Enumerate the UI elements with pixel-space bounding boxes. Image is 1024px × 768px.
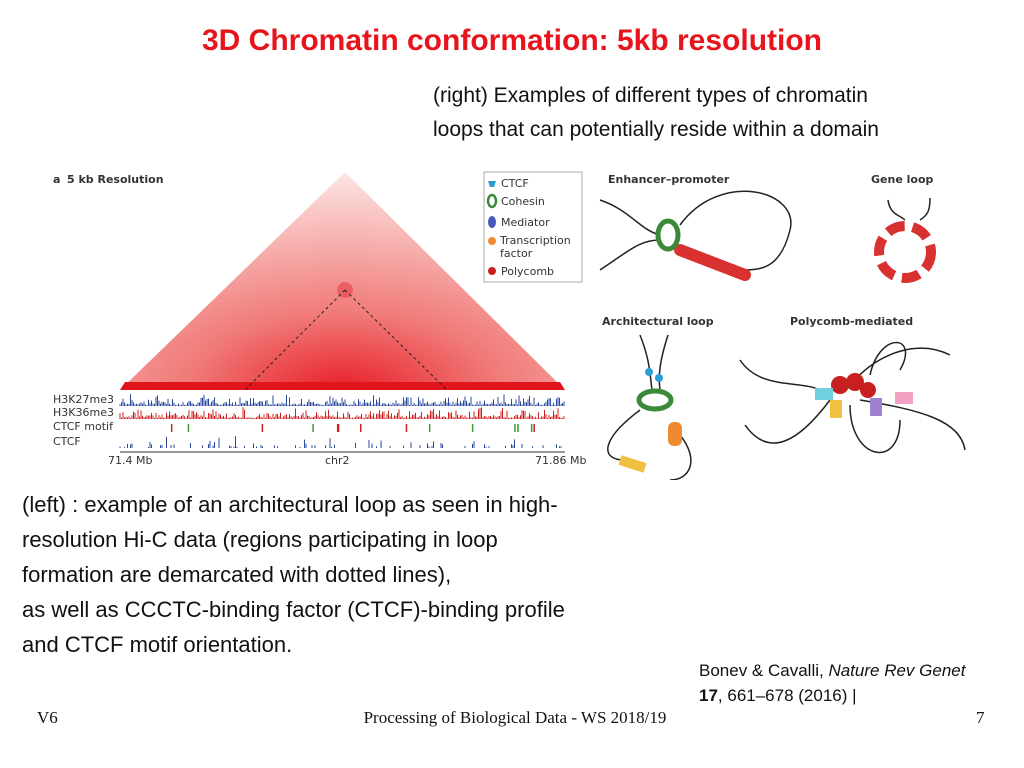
title: 3D Chromatin conformation: 5kb resolutio… [201,24,823,57]
icon-tf [488,237,496,245]
polycomb-cluster [815,373,913,418]
caption-line: loops that can potentially reside within… [433,118,879,141]
track-signal [119,394,565,406]
motif-mark [170,424,173,432]
axis-label: chr2 [325,454,350,467]
gene [674,244,751,281]
tracks [119,394,565,453]
motif-mark [517,424,519,432]
track-label: H3K36me3 [53,406,114,419]
body-line: and CTCF motif orientation. [22,632,293,657]
body-line: as well as CCCTC-binding factor (CTCF)-b… [22,597,565,622]
motif-mark [514,424,516,432]
icon-ctcf [488,181,496,187]
panel-title: Polycomb-mediated [790,315,913,328]
footer-left: V6 [37,708,58,727]
footer-center: Processing of Biological Data - WS 2018/… [363,708,667,727]
track-label: CTCF [53,435,81,448]
axis-label: 71.4 Mb [108,454,152,467]
citation-volume: 17 [699,686,718,705]
motif-mark [533,424,535,432]
footer-right: 7 [976,708,985,727]
motif-mark [359,424,362,432]
citation-pages: , 661–678 (2016) | [717,686,857,705]
panel-title: Gene loop [871,173,933,186]
figure-title: 5 kb Resolution [67,173,164,186]
legend-label: Polycomb [501,265,554,278]
heatmap [120,172,565,390]
figure: a 5 kb Resolution H3K27me3 H3K36me3 CTCF… [53,171,966,480]
gene-loop [874,221,936,283]
cohesin [655,218,681,252]
track-label: CTCF motif [53,420,114,433]
panel-label: a [53,173,60,186]
citation: Bonev & Cavalli, Nature Rev Genet 17, 66… [699,658,969,708]
body-line: resolution Hi-C data (regions participat… [22,527,498,552]
icon-polycomb [488,267,496,275]
legend-label: CTCF [501,177,529,190]
citation-journal: Nature Rev Genet [828,661,966,680]
motif-mark [428,424,431,432]
track-signal [119,407,565,419]
motif-mark [187,424,190,432]
panel-title: Architectural loop [602,315,714,328]
caption-line: (right) Examples of different types of c… [433,84,868,107]
motif-mark [337,424,340,432]
body-line: formation are demarcated with dotted lin… [22,562,452,587]
citation-authors: Bonev & Cavalli, [699,661,829,680]
heatmap-diagonal [120,382,565,390]
legend-label: Cohesin [501,195,545,208]
panel-title: Enhancer–promoter [608,173,730,186]
gene [618,455,647,473]
legend-box [483,171,583,283]
motif-mark [312,424,314,432]
legend-label: Transcription factor [500,234,571,260]
tf [668,422,682,446]
motif-mark [530,424,533,432]
motif-mark [471,424,474,432]
body-line: (left) : example of an architectural loo… [22,492,558,517]
icon-cohesin [486,193,498,209]
cohesin [636,388,674,412]
motif-mark [261,424,264,432]
track-signal [119,436,562,448]
motif-mark [336,424,339,432]
track-label: H3K27me3 [53,393,114,406]
motif-mark [405,424,408,432]
icon-mediator [488,216,496,228]
axis-label: 71.86 Mb [535,454,586,467]
loop-drawings [599,190,966,480]
legend-label: Mediator [501,216,550,229]
